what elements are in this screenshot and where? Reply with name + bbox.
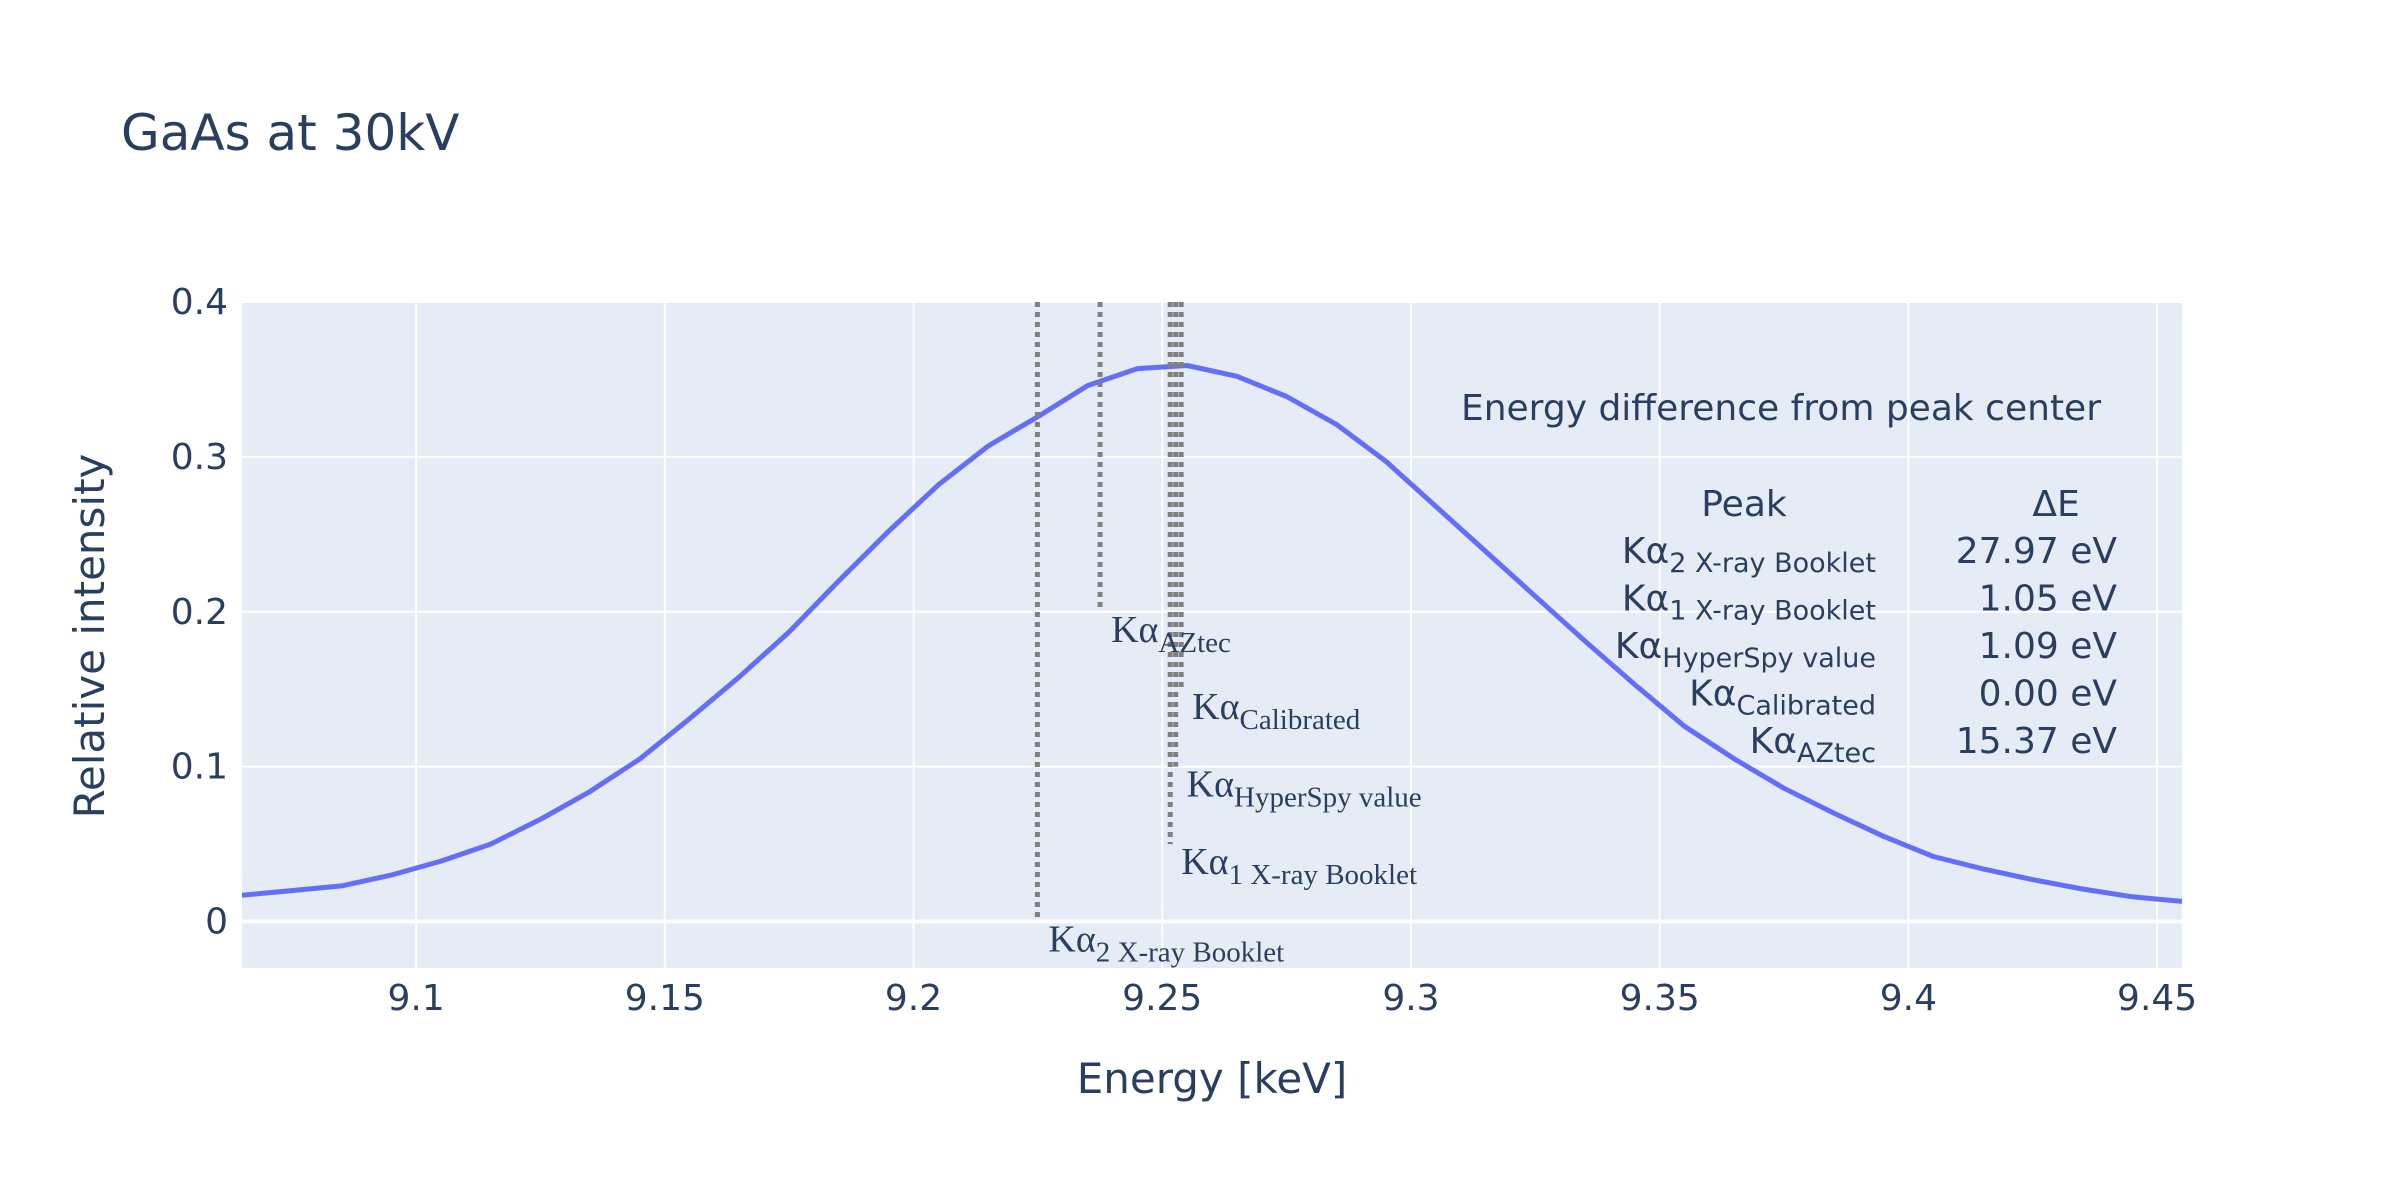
table-peak-cell: Kα1 X-ray Booklet (1622, 579, 1876, 627)
peak-marker-label: KαHyperSpy value (1187, 764, 1422, 814)
table-header-delta: ΔE (2032, 484, 2079, 525)
y-tick-label: 0.1 (171, 747, 228, 788)
table-delta-cell: 1.05 eV (1979, 579, 2118, 620)
x-axis-label: Energy [keV] (1077, 1054, 1348, 1103)
x-tick-label: 9.15 (625, 978, 705, 1019)
x-tick-label: 9.1 (387, 978, 444, 1019)
y-tick-label: 0 (205, 902, 228, 943)
x-tick-label: 9.25 (1122, 978, 1202, 1019)
y-tick-label: 0.4 (171, 282, 228, 323)
chart-title: GaAs at 30kV (121, 104, 459, 162)
x-tick-label: 9.45 (2117, 978, 2197, 1019)
table-peak-cell: KαHyperSpy value (1615, 626, 1876, 674)
series-layer (241, 363, 2183, 904)
energy-difference-table: Energy difference from peak center Peak … (1461, 388, 2117, 769)
peak-marker-label: KαAZtec (1111, 609, 1231, 659)
table-delta-cell: 27.97 eV (1956, 531, 2118, 572)
axes: 9.1 9.15 9.2 9.25 9.3 9.35 9.4 9.45 0 0.1 0.2 0.3 0.… (171, 282, 2197, 1019)
table-peak-cell: KαAZtec (1750, 721, 1876, 769)
peak-marker-label: Kα1 X-ray Booklet (1181, 841, 1417, 891)
reference-lines: Kα2 X-ray Booklet Kα1 X-ray Booklet KαHype… (1034, 302, 1422, 969)
x-tick-label: 9.2 (885, 978, 942, 1019)
x-tick-label: 9.4 (1880, 978, 1937, 1019)
peak-marker-label: Kα2 X-ray Booklet (1048, 919, 1284, 969)
table-delta-cell: 1.09 eV (1979, 626, 2118, 667)
table-title: Energy difference from peak center (1461, 388, 2101, 429)
intensity-line (241, 363, 2183, 904)
table-delta-cell: 0.00 eV (1979, 674, 2118, 715)
table-delta-cell: 15.37 eV (1956, 721, 2118, 762)
x-tick-label: 9.3 (1382, 978, 1439, 1019)
y-axis-label: Relative intensity (65, 454, 114, 819)
x-tick-label: 9.35 (1620, 978, 1700, 1019)
y-tick-label: 0.3 (171, 437, 228, 478)
plot-background (242, 302, 2182, 968)
peak-marker-label: KαCalibrated (1192, 686, 1361, 736)
table-peak-cell: KαCalibrated (1689, 674, 1876, 722)
table-peak-cell: Kα2 X-ray Booklet (1622, 531, 1876, 579)
grid (242, 301, 2182, 968)
y-tick-label: 0.2 (171, 592, 228, 633)
table-header-peak: Peak (1701, 484, 1787, 525)
